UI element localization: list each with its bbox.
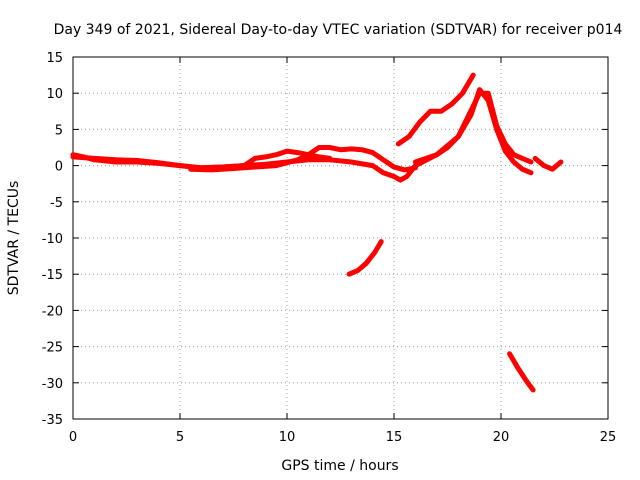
y-tick-label: -20 (42, 304, 63, 319)
series-arc-5 (412, 90, 534, 165)
x-tick-label: 5 (176, 430, 184, 445)
y-tick-label: -30 (42, 377, 63, 392)
series-arc-6 (532, 155, 564, 172)
axis-ticks: 0 5 10 15 20 25 15 10 5 0 -5 -10 -15 -20 -25 -30 -35 (42, 51, 617, 445)
y-tick-label: 15 (46, 51, 63, 66)
x-tick-label: 25 (600, 430, 617, 445)
series-arc-7 (346, 239, 384, 277)
x-tick-label: 0 (69, 430, 77, 445)
x-tick-label: 20 (493, 430, 510, 445)
y-tick-label: -10 (42, 232, 63, 247)
y-tick-label: 10 (46, 87, 63, 102)
data-series (70, 72, 564, 393)
x-tick-label: 10 (279, 430, 296, 445)
series-arc-3 (188, 145, 418, 173)
y-tick-label: 5 (55, 123, 63, 138)
grid-lines (73, 57, 608, 419)
y-tick-label: -35 (42, 413, 63, 428)
x-tick-label: 15 (386, 430, 403, 445)
y-tick-label: -15 (42, 268, 63, 283)
chart-title: Day 349 of 2021, Sidereal Day-to-day VTE… (54, 22, 623, 38)
y-axis-label: SDTVAR / TECUs (6, 181, 22, 296)
y-tick-label: 0 (55, 160, 63, 175)
y-tick-label: -5 (50, 196, 63, 211)
series-arc-4 (395, 72, 476, 147)
series-arc-8 (507, 351, 536, 393)
y-tick-label: -25 (42, 341, 63, 356)
x-axis-label: GPS time / hours (281, 458, 398, 474)
